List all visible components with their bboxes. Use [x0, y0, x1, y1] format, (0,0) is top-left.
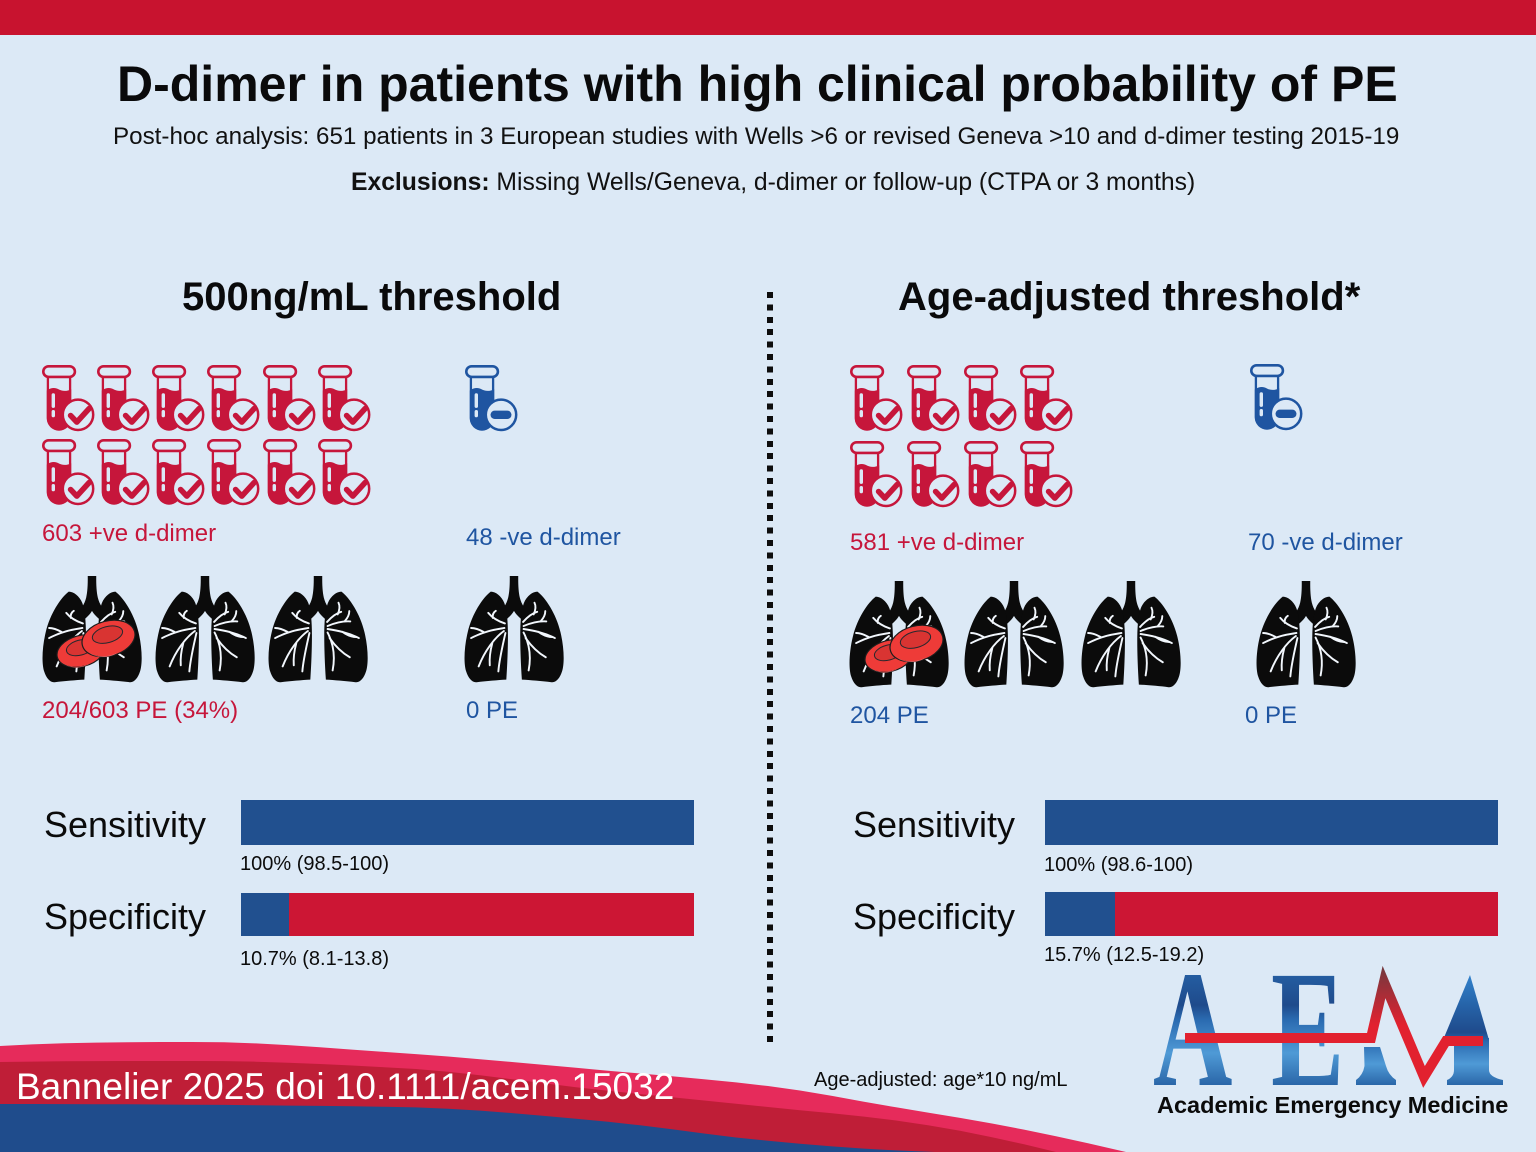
svg-text:Academic Emergency Medicine: Academic Emergency Medicine: [1157, 1092, 1508, 1118]
